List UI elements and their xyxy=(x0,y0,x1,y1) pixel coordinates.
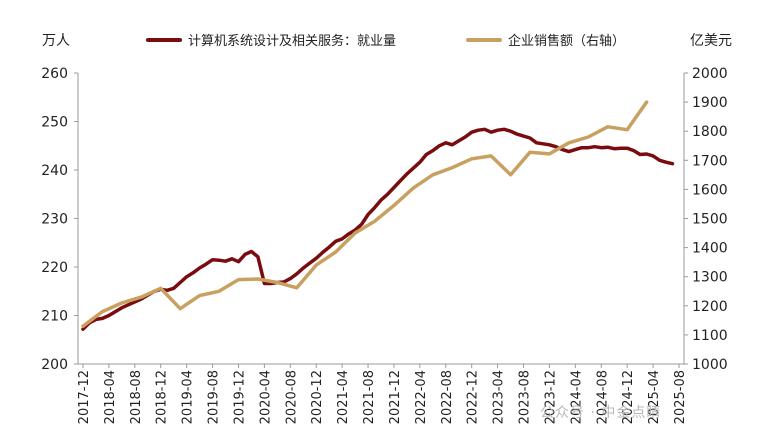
x-tick-label: 2021-12 xyxy=(388,370,403,424)
x-tick-label: 2020-12 xyxy=(310,370,325,424)
x-tick-label: 2019-08 xyxy=(207,370,222,424)
x-tick-label: 2025-04 xyxy=(647,370,662,424)
y-right-tick-label: 1400 xyxy=(692,241,728,257)
x-tick-label: 2024-08 xyxy=(595,370,610,424)
y-left-tick-label: 250 xyxy=(41,115,68,131)
y-left-tick-label: 260 xyxy=(41,66,68,82)
y-left-tick-label: 240 xyxy=(41,163,68,179)
y-right-tick-label: 1200 xyxy=(692,299,728,315)
legend-item-employment: 计算机系统设计及相关服务：就业量 xyxy=(146,30,396,49)
legend-swatch-employment xyxy=(146,37,182,42)
legend-swatch-sales xyxy=(466,37,502,42)
x-tick-label: 2017-12 xyxy=(77,370,92,424)
x-tick-label: 2018-08 xyxy=(129,370,144,424)
y-right-tick-label: 1900 xyxy=(692,95,728,111)
x-tick-label: 2022-12 xyxy=(466,370,481,424)
x-tick-label: 2023-12 xyxy=(543,370,558,424)
left-axis-unit: 万人 xyxy=(42,33,70,49)
y-left-tick-label: 220 xyxy=(41,260,68,276)
legend-item-sales: 企业销售额（右轴） xyxy=(466,30,625,49)
y-right-tick-label: 1100 xyxy=(692,328,728,344)
legend-label-sales: 企业销售额（右轴） xyxy=(508,34,626,49)
y-left-tick-label: 210 xyxy=(41,309,68,325)
y-right-tick-label: 1500 xyxy=(692,212,728,228)
x-tick-label: 2020-08 xyxy=(284,370,299,424)
x-tick-label: 2021-04 xyxy=(336,370,351,424)
x-tick-label: 2023-04 xyxy=(492,370,507,424)
series-line-employment xyxy=(81,127,675,331)
y-left-tick-label: 230 xyxy=(41,212,68,228)
x-tick-label: 2025-08 xyxy=(673,370,688,424)
y-left-tick-label: 200 xyxy=(41,357,68,373)
legend-label-employment: 计算机系统设计及相关服务：就业量 xyxy=(188,34,397,49)
y-right-tick-label: 1600 xyxy=(692,182,728,198)
y-right-tick-label: 1000 xyxy=(692,357,728,373)
x-tick-label: 2019-12 xyxy=(232,370,247,424)
x-tick-label: 2024-12 xyxy=(621,370,636,424)
x-tick-label: 2023-08 xyxy=(518,370,533,424)
watermark: 公众号 · 中金点睛 xyxy=(540,405,662,421)
x-tick-label: 2018-04 xyxy=(103,370,118,424)
y-right-tick-label: 1700 xyxy=(692,153,728,169)
x-tick-label: 2018-12 xyxy=(155,370,170,424)
x-tick-label: 2020-04 xyxy=(258,370,273,424)
x-tick-label: 2019-04 xyxy=(181,370,196,424)
y-right-tick-label: 1300 xyxy=(692,270,728,286)
y-right-tick-label: 2000 xyxy=(692,66,728,82)
x-tick-label: 2024-04 xyxy=(569,370,584,424)
x-tick-label: 2022-04 xyxy=(414,370,429,424)
y-right-tick-label: 1800 xyxy=(692,124,728,140)
series-line-sales xyxy=(81,100,649,328)
x-tick-label: 2022-08 xyxy=(440,370,455,424)
x-tick-label: 2021-08 xyxy=(362,370,377,424)
right-axis-unit: 亿美元 xyxy=(690,33,732,49)
